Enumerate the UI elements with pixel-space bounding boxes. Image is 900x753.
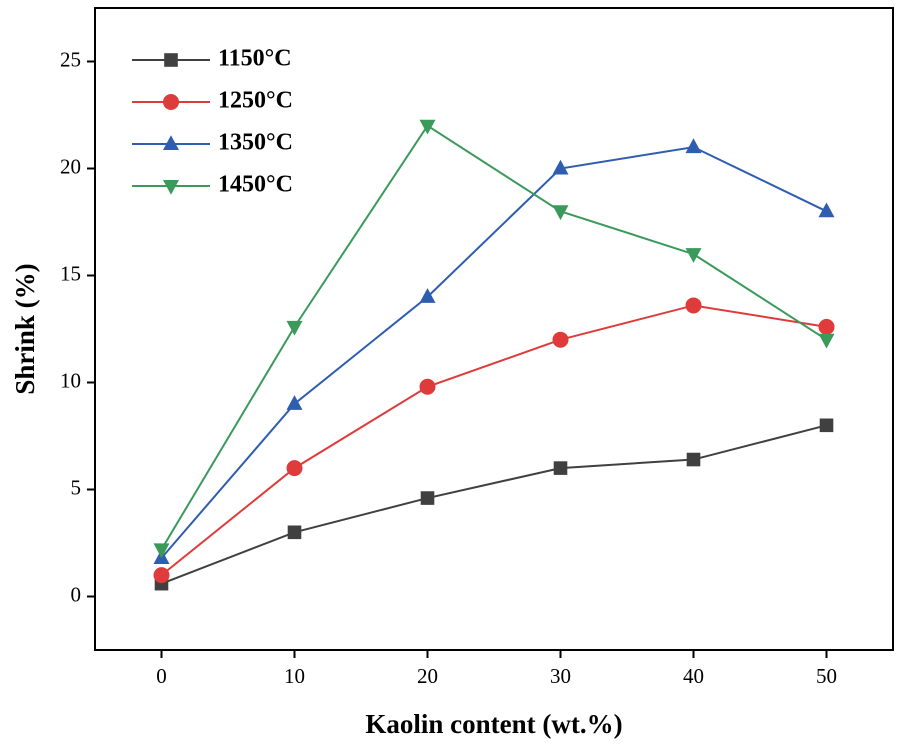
plot-frame — [94, 7, 894, 651]
x-axis-title: Kaolin content (wt.%) — [365, 709, 622, 739]
marker — [419, 288, 436, 303]
series-line — [160, 304, 827, 576]
legend-marker — [163, 135, 179, 150]
legend-marker — [163, 94, 179, 110]
y-tick-label: 25 — [60, 47, 81, 71]
legend-marker — [164, 53, 178, 67]
legend-label: 1250°C — [218, 88, 293, 114]
y-tick-label: 5 — [71, 475, 82, 499]
marker — [685, 248, 702, 263]
series-line — [161, 424, 827, 585]
legend-label: 1450°C — [218, 172, 293, 198]
x-tick-label: 0 — [156, 664, 167, 688]
marker — [818, 318, 835, 335]
x-tick-label: 40 — [683, 664, 704, 688]
marker — [685, 138, 702, 154]
marker — [552, 159, 569, 175]
marker — [286, 320, 303, 336]
marker — [819, 418, 834, 433]
marker — [818, 333, 835, 349]
marker — [419, 378, 436, 395]
marker — [553, 461, 568, 475]
marker — [552, 331, 569, 348]
marker — [153, 543, 170, 559]
marker — [818, 202, 835, 218]
marker — [286, 395, 303, 410]
y-axis-title: Shrink (%) — [10, 263, 40, 394]
marker — [153, 567, 170, 584]
marker — [685, 297, 702, 314]
legend-label: 1350°C — [218, 130, 293, 156]
marker — [686, 452, 701, 467]
legend-label: 1150°C — [218, 46, 292, 72]
y-tick-label: 20 — [60, 154, 81, 178]
y-tick-label: 15 — [60, 261, 81, 285]
marker — [287, 525, 302, 540]
marker — [420, 491, 435, 505]
marker — [286, 460, 303, 477]
y-tick-label: 10 — [60, 368, 81, 392]
legend-marker — [163, 180, 179, 195]
marker — [552, 205, 569, 221]
series-line — [160, 146, 827, 559]
series-line — [160, 124, 828, 550]
marker — [419, 119, 436, 135]
x-tick-label: 10 — [284, 664, 305, 688]
x-tick-label: 20 — [417, 664, 438, 688]
x-tick-label: 30 — [550, 664, 571, 688]
y-tick-label: 0 — [71, 582, 82, 606]
x-tick-label: 50 — [816, 664, 837, 688]
